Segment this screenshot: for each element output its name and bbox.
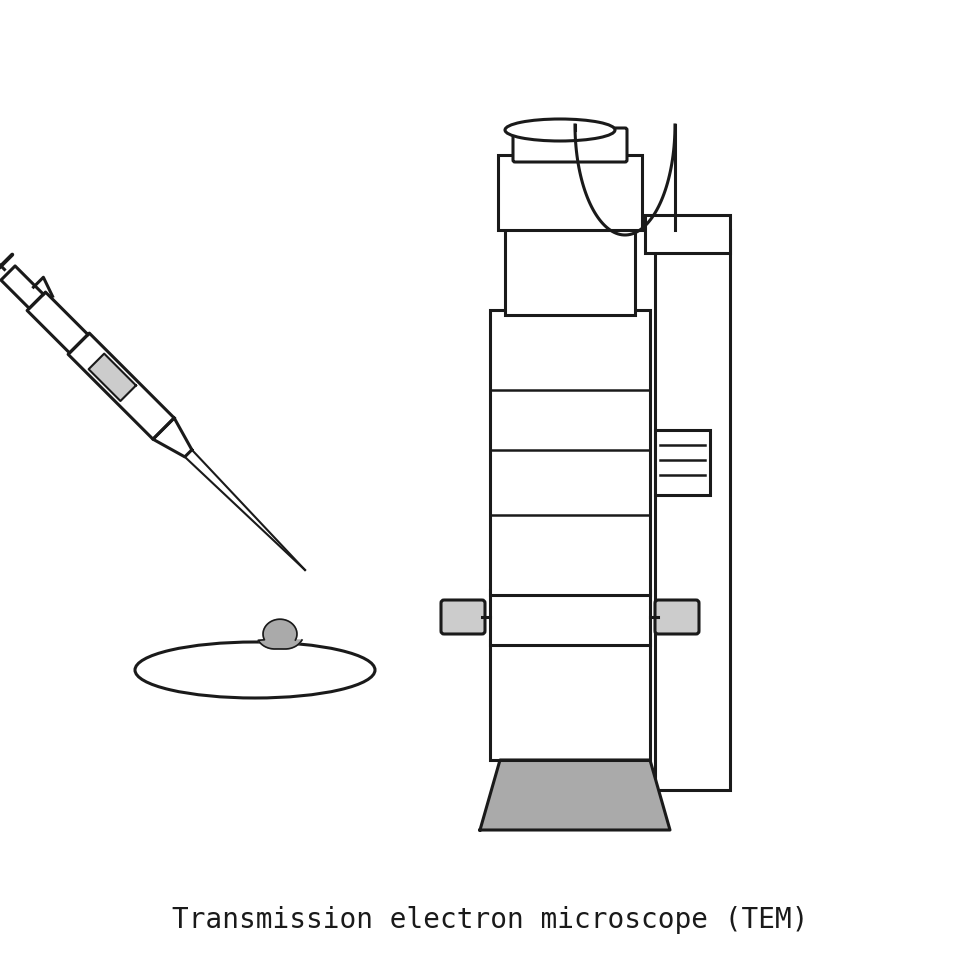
- Bar: [490, 640, 650, 760]
- FancyBboxPatch shape: [655, 600, 699, 634]
- Polygon shape: [480, 760, 670, 830]
- Bar: [655, 430, 710, 495]
- Bar: [490, 590, 650, 645]
- FancyBboxPatch shape: [513, 128, 627, 162]
- Ellipse shape: [135, 642, 375, 698]
- Bar: [505, 225, 635, 315]
- Ellipse shape: [505, 119, 615, 141]
- Bar: [498, 155, 642, 230]
- Bar: [655, 230, 730, 790]
- Bar: [645, 215, 730, 253]
- FancyBboxPatch shape: [441, 600, 485, 634]
- Bar: [490, 310, 650, 595]
- Polygon shape: [153, 418, 192, 457]
- Polygon shape: [1, 266, 43, 309]
- Polygon shape: [69, 333, 174, 439]
- Polygon shape: [258, 619, 302, 649]
- Text: Transmission electron microscope (TEM): Transmission electron microscope (TEM): [172, 906, 808, 934]
- Polygon shape: [27, 292, 88, 353]
- Polygon shape: [88, 354, 136, 401]
